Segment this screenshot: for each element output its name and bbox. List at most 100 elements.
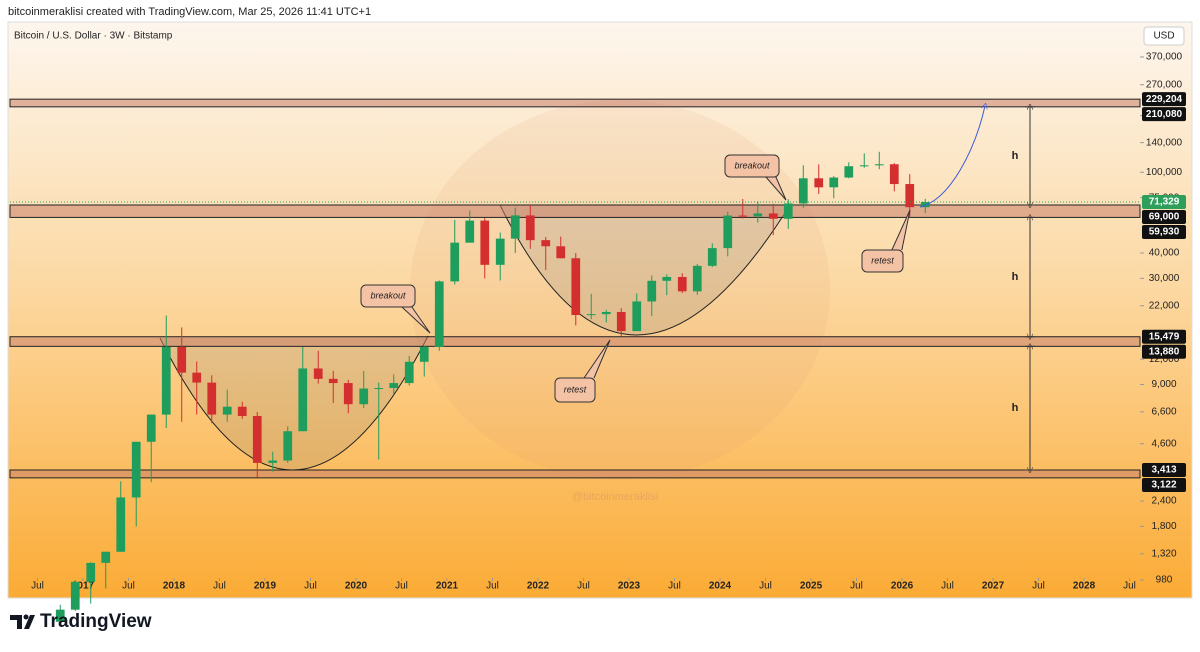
price-label-box bbox=[1142, 195, 1186, 210]
price-label-box bbox=[1142, 210, 1186, 225]
x-tick-label: Jul bbox=[1123, 581, 1136, 592]
candle-body bbox=[161, 346, 171, 415]
candle-body bbox=[707, 248, 717, 266]
logo-icon bbox=[10, 615, 35, 629]
candle-body bbox=[874, 164, 884, 166]
callout-text: breakout bbox=[734, 160, 770, 170]
x-tick-label: 2021 bbox=[436, 581, 459, 592]
x-tick-label: Jul bbox=[486, 581, 499, 592]
candle-body bbox=[101, 551, 111, 563]
callout-pointer bbox=[891, 209, 911, 251]
candle-body bbox=[601, 311, 611, 315]
zone bbox=[9, 204, 1141, 218]
x-tick-label: 2027 bbox=[982, 581, 1005, 592]
y-tick-label: 2,400 bbox=[1151, 496, 1176, 507]
candle-body bbox=[798, 178, 808, 204]
callout-box bbox=[724, 154, 780, 178]
candle-body bbox=[738, 215, 748, 217]
candle-body bbox=[131, 441, 141, 498]
price-label-box bbox=[1142, 463, 1186, 478]
y-tick-label: 22,000 bbox=[1149, 300, 1180, 311]
x-tick-label: Jul bbox=[1032, 581, 1045, 592]
x-tick-label: 2022 bbox=[527, 581, 550, 592]
x-tick-label: 2028 bbox=[1073, 581, 1096, 592]
measure-label: h bbox=[1012, 402, 1019, 414]
x-tick-label: Jul bbox=[759, 581, 772, 592]
candle-body bbox=[723, 215, 733, 249]
price-label: 59,930 bbox=[1149, 227, 1180, 238]
x-tick-label: Jul bbox=[213, 581, 226, 592]
y-tick-label: 9,000 bbox=[1151, 379, 1176, 390]
candle-body bbox=[404, 361, 414, 384]
price-label: 71,329 bbox=[1149, 197, 1180, 208]
candle-body bbox=[328, 378, 338, 384]
candle-body bbox=[116, 497, 126, 552]
x-tick-label: 2026 bbox=[891, 581, 914, 592]
x-tick-label: 2023 bbox=[618, 581, 641, 592]
candle-body bbox=[450, 242, 460, 282]
candle-body bbox=[146, 414, 156, 442]
candle-body bbox=[419, 346, 429, 362]
currency-box[interactable] bbox=[1143, 26, 1185, 46]
measure-label: h bbox=[1012, 150, 1019, 162]
candle-body bbox=[662, 276, 672, 281]
candle-body bbox=[70, 581, 80, 610]
candle-body bbox=[768, 213, 778, 219]
y-tick-label: 4,600 bbox=[1151, 438, 1176, 449]
candle-body bbox=[237, 406, 247, 416]
brand-logo: TradingView bbox=[10, 611, 152, 632]
candle-body bbox=[207, 382, 217, 415]
callout-text: retest bbox=[564, 384, 587, 394]
price-label: 15,479 bbox=[1149, 331, 1180, 342]
candle-body bbox=[177, 346, 187, 373]
y-tick-label: 270,000 bbox=[1146, 79, 1183, 90]
x-tick-label: 2019 bbox=[254, 581, 277, 592]
callout-pointer bbox=[401, 306, 431, 334]
y-tick-label: 1,800 bbox=[1151, 521, 1176, 532]
candle-body bbox=[465, 220, 475, 243]
candle-body bbox=[192, 372, 202, 383]
y-tick-label: 1,320 bbox=[1151, 548, 1176, 559]
price-label: 3,122 bbox=[1151, 480, 1176, 491]
candle-body bbox=[434, 281, 444, 347]
candle-body bbox=[616, 311, 626, 332]
candle-body bbox=[859, 165, 869, 167]
zone bbox=[9, 98, 1141, 108]
candle-body bbox=[86, 562, 96, 582]
x-tick-label: Jul bbox=[304, 581, 317, 592]
watermark-image bbox=[410, 100, 830, 480]
candle-body bbox=[268, 460, 278, 463]
candle-body bbox=[783, 203, 793, 219]
candle-body bbox=[359, 388, 369, 405]
candle-body bbox=[571, 258, 581, 316]
candle-body bbox=[374, 388, 384, 390]
x-tick-label: Jul bbox=[395, 581, 408, 592]
callout-text: retest bbox=[871, 255, 894, 265]
projection-curve bbox=[919, 106, 985, 208]
candle-body bbox=[632, 301, 642, 332]
candle-body bbox=[389, 383, 399, 389]
price-label: 210,080 bbox=[1146, 109, 1183, 120]
candle-body bbox=[252, 415, 262, 463]
candle-body bbox=[541, 240, 551, 247]
x-tick-label: 2025 bbox=[800, 581, 823, 592]
x-tick-label: Jul bbox=[122, 581, 135, 592]
y-tick-label: 140,000 bbox=[1146, 137, 1183, 148]
candle-body bbox=[844, 166, 854, 178]
y-tick-label: 12,000 bbox=[1149, 354, 1180, 365]
callout-pointer bbox=[765, 176, 787, 201]
candle-body bbox=[495, 238, 505, 265]
callout-box bbox=[360, 284, 416, 308]
price-label: 3,413 bbox=[1151, 465, 1176, 476]
symbol-title: Bitcoin / U.S. Dollar · 3W · Bitstamp bbox=[14, 31, 173, 42]
chart-layer: 370,000270,000190,000140,000100,00075,00… bbox=[9, 52, 1186, 625]
price-label-box bbox=[1142, 329, 1186, 344]
candle-body bbox=[480, 220, 490, 265]
price-label: 229,204 bbox=[1146, 94, 1183, 105]
candle-body bbox=[510, 215, 520, 239]
x-tick-label: 2020 bbox=[345, 581, 368, 592]
callout-box bbox=[861, 249, 904, 273]
candle-body bbox=[586, 314, 596, 316]
y-tick-label: 40,000 bbox=[1149, 248, 1180, 259]
candle-body bbox=[298, 368, 308, 432]
